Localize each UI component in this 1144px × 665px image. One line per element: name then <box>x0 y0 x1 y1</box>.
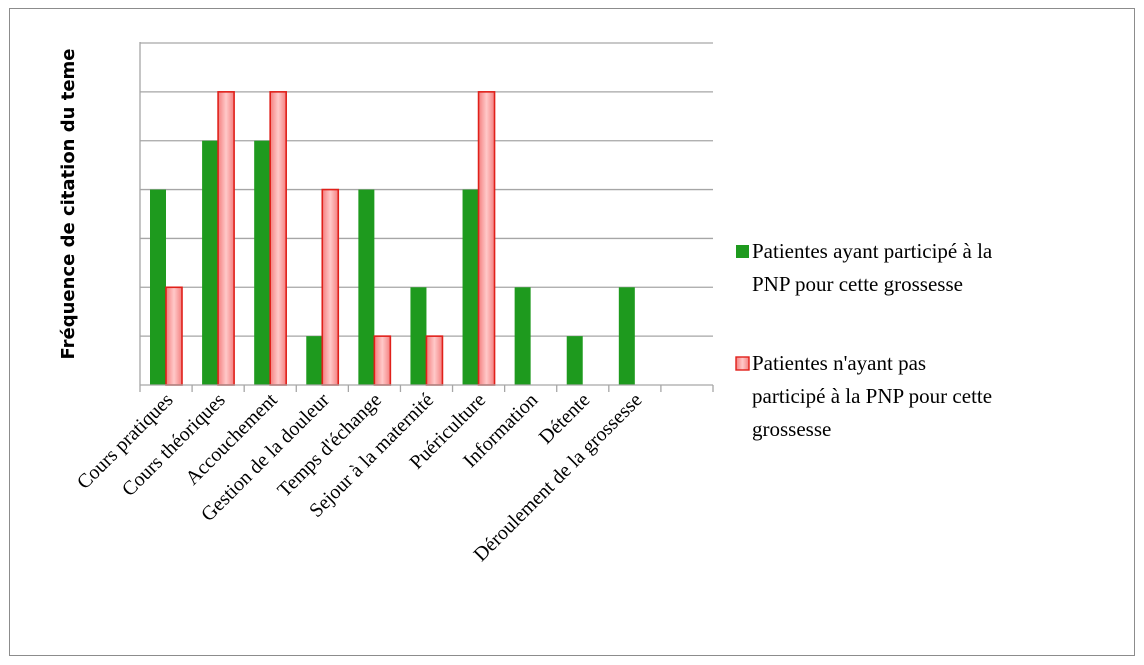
chart-frame: Cours pratiques Cours théoriques Accouchem… <box>9 8 1135 656</box>
legend-label: participé à la PNP pour cette <box>752 384 992 408</box>
bar-series-1 <box>306 336 323 385</box>
legend-swatch <box>736 245 749 258</box>
bar-series-1 <box>566 336 583 385</box>
bar-series-1 <box>202 140 219 385</box>
legend-item-series-1: Patientes ayant participé à la PNP pour c… <box>736 239 993 296</box>
legend-label: PNP pour cette grossesse <box>752 272 963 296</box>
bar-series-2 <box>165 286 183 386</box>
y-axis-label: Fréquence de citation du teme <box>58 48 79 359</box>
bar-series-2 <box>425 335 444 386</box>
gridlines <box>140 42 713 337</box>
bar-series-2 <box>217 91 235 386</box>
legend-label: Patientes ayant participé à la <box>752 239 993 263</box>
bar-series-1 <box>514 287 531 385</box>
bar-series-2 <box>321 188 340 386</box>
legend: Patientes ayant participé à la PNP pour c… <box>735 239 993 441</box>
bar-series-1 <box>618 287 635 385</box>
bar-series-1 <box>410 287 427 385</box>
axes <box>139 42 714 392</box>
bar-series-1 <box>150 189 166 385</box>
bar-series-2 <box>477 91 496 386</box>
legend-label: Patientes n'ayant pas <box>752 351 926 375</box>
bar-series-1 <box>358 189 375 385</box>
bar-series-2 <box>373 335 392 386</box>
bar-series-1 <box>254 140 271 385</box>
bar-series-2 <box>269 91 287 386</box>
legend-label: grossesse <box>752 417 831 441</box>
bar-series-1 <box>462 189 479 385</box>
bars <box>150 91 635 386</box>
legend-swatch <box>735 356 750 371</box>
legend-item-series-2: Patientes n'ayant pas participé à la PNP … <box>735 351 992 441</box>
